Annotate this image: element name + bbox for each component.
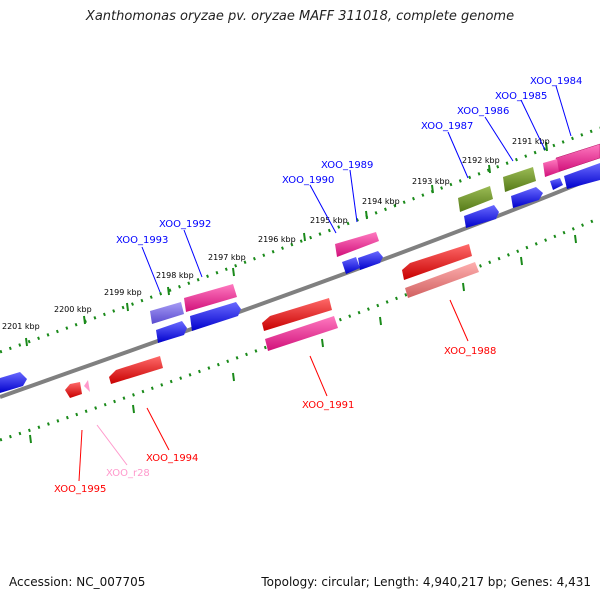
forward-tick-track (0, 126, 600, 354)
gene-label: XOO_1991 (302, 400, 354, 411)
gene-label: XOO_1984 (530, 76, 582, 87)
forward-features (0, 143, 600, 393)
tick-label: 2193 kbp (412, 177, 450, 186)
gene-label: XOO_1990 (282, 175, 334, 186)
gene-XOO_1995[interactable] (65, 382, 82, 398)
reverse-features (65, 244, 479, 398)
genome-summary-text: Topology: circular; Length: 4,940,217 bp… (261, 575, 591, 589)
gene-XOO_1987[interactable] (464, 205, 499, 228)
gene-label: XOO_1993 (116, 235, 168, 246)
gene-XOO_1987-olive[interactable] (458, 186, 493, 212)
gene-label: XOO_1988 (444, 346, 496, 357)
gene-label: XOO_1994 (146, 453, 198, 464)
gene-XOO_1988[interactable] (402, 244, 472, 280)
map-title: Xanthomonas oryzae pv. oryzae MAFF 31101… (85, 9, 515, 24)
tick-label: 2199 kbp (104, 288, 142, 297)
reverse-tick-track (0, 216, 600, 442)
gene-XOO_1985[interactable] (564, 163, 600, 189)
tick-label: 2198 kbp (156, 271, 194, 280)
gene-XOO_1993[interactable] (150, 302, 184, 324)
gene-label: XOO_r28 (106, 468, 150, 479)
gene-XOO_r28[interactable] (84, 380, 90, 392)
tick-label: 2196 kbp (258, 235, 296, 244)
tick-label: 2194 kbp (362, 197, 400, 206)
gene-XOO_1989[interactable] (335, 232, 379, 257)
gene-labels: XOO_1984 XOO_1985 XOO_1986 XOO_1987 XOO_… (54, 76, 582, 495)
gene-label: XOO_1987 (421, 121, 473, 132)
gene-XOO_1994[interactable] (109, 356, 163, 384)
gene-XOO_1990b[interactable] (358, 251, 383, 270)
gene-label: XOO_1995 (54, 484, 106, 495)
gene-label: XOO_1986 (457, 106, 509, 117)
gene-small-blue[interactable] (550, 178, 563, 190)
gene-label: XOO_1992 (159, 219, 211, 230)
gene-label: XOO_1985 (495, 91, 547, 102)
gene-left-blue[interactable] (0, 372, 27, 393)
gene-XOO_1990[interactable] (342, 257, 360, 274)
tick-label: 2191 kbp (512, 137, 550, 146)
label-leaders (78, 85, 572, 482)
tick-label: 2201 kbp (2, 322, 40, 331)
gene-magenta-small[interactable] (543, 159, 559, 177)
gene-XOO_1992[interactable] (184, 284, 237, 312)
gene-XOO_1986-olive[interactable] (503, 167, 536, 192)
gene-XOO_1991[interactable] (262, 298, 332, 331)
gene-XOO_1988-salmon[interactable] (405, 262, 479, 298)
gene-label: XOO_1989 (321, 160, 373, 171)
gene-XOO_1992-blue[interactable] (190, 302, 241, 331)
gene-XOO_1986[interactable] (511, 187, 543, 208)
genome-backbone (0, 173, 600, 399)
tick-label: 2192 kbp (462, 156, 500, 165)
major-ticks (25, 141, 577, 444)
tick-labels: 2191 kbp 2192 kbp 2193 kbp 2194 kbp 2195… (2, 137, 550, 331)
tick-label: 2197 kbp (208, 253, 246, 262)
accession-text: Accession: NC_007705 (9, 575, 146, 589)
tick-label: 2200 kbp (54, 305, 92, 314)
gene-XOO_1991-pink[interactable] (265, 316, 338, 351)
gene-XOO_1993-blue[interactable] (156, 321, 187, 343)
